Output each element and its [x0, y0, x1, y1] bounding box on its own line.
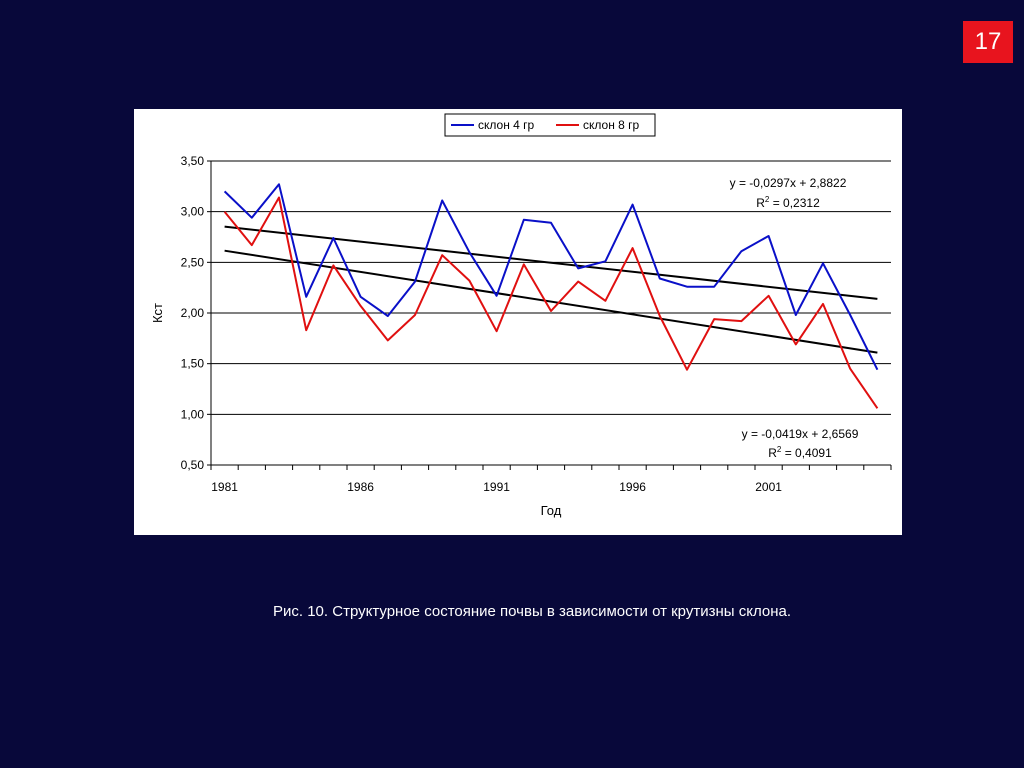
trendline-r2-1: R2 = 0,2312	[756, 195, 820, 210]
y-tick-label: 2,50	[181, 255, 205, 269]
legend: склон 4 гр склон 8 гр	[444, 113, 656, 137]
y-tick-label: 1,00	[181, 407, 205, 421]
x-tick-label: 1981	[211, 480, 238, 494]
x-tick-label: 2001	[755, 480, 782, 494]
x-tick-label: 1986	[347, 480, 374, 494]
x-tick-label: 1996	[619, 480, 646, 494]
y-tick-label: 1,50	[181, 357, 205, 371]
y-tick-label: 0,50	[181, 458, 205, 472]
trendline-r2-2: R2 = 0,4091	[768, 445, 832, 460]
figure-caption: Рис. 10. Структурное состояние почвы в з…	[273, 603, 791, 620]
line-chart: склон 4 гр склон 8 гр Кст Год y = -0,029…	[150, 113, 892, 518]
series-line-1	[223, 183, 879, 371]
trendline-equation-1: y = -0,0297x + 2,8822	[730, 176, 847, 190]
plot-area: 0,50 1,00 1,50 2,00 2,50 3,00 3,50 1981 1986 1991…	[181, 154, 892, 494]
y-tick-label: 3,50	[181, 154, 205, 168]
x-tick-label: 1991	[483, 480, 510, 494]
y-axis-title: Кст	[150, 303, 165, 323]
legend-box	[444, 113, 656, 137]
slide-number-badge: 17	[963, 21, 1013, 63]
legend-label-series-2: склон 8 гр	[583, 118, 640, 132]
y-tick-label: 2,00	[181, 306, 205, 320]
legend-label-series-1: склон 4 гр	[478, 118, 535, 132]
chart-panel: склон 4 гр склон 8 гр Кст Год y = -0,029…	[134, 109, 902, 535]
y-tick-label: 3,00	[181, 205, 205, 219]
series-line-2	[223, 196, 879, 409]
trendline-equation-2: y = -0,0419x + 2,6569	[742, 427, 859, 441]
x-axis-title: Год	[541, 503, 562, 518]
